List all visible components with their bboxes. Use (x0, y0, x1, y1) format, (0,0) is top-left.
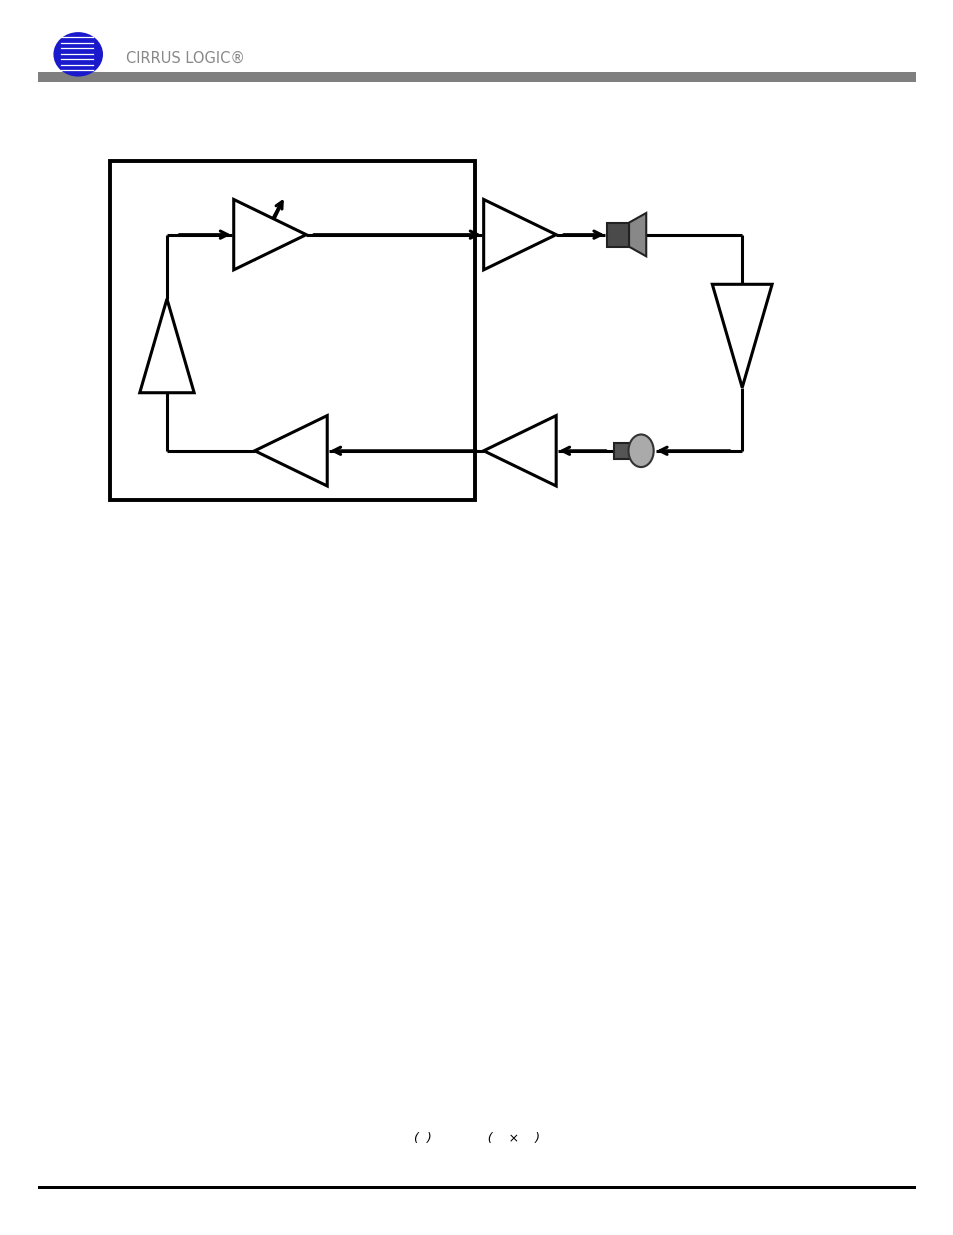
Ellipse shape (53, 32, 103, 77)
Circle shape (628, 435, 653, 467)
Bar (110, 161, 475, 500)
Polygon shape (483, 415, 556, 485)
Bar (613, 442, 640, 459)
Polygon shape (628, 212, 645, 257)
Polygon shape (712, 284, 771, 388)
Bar (607, 222, 628, 247)
Polygon shape (483, 199, 556, 269)
Polygon shape (139, 299, 193, 393)
Polygon shape (254, 415, 327, 485)
Text: (  )              (    ×    ): ( ) ( × ) (414, 1132, 539, 1145)
Bar (38, 72, 915, 82)
Bar (38, 1186, 915, 1189)
Text: CIRRUS LOGIC®: CIRRUS LOGIC® (126, 51, 245, 65)
Polygon shape (233, 199, 306, 269)
